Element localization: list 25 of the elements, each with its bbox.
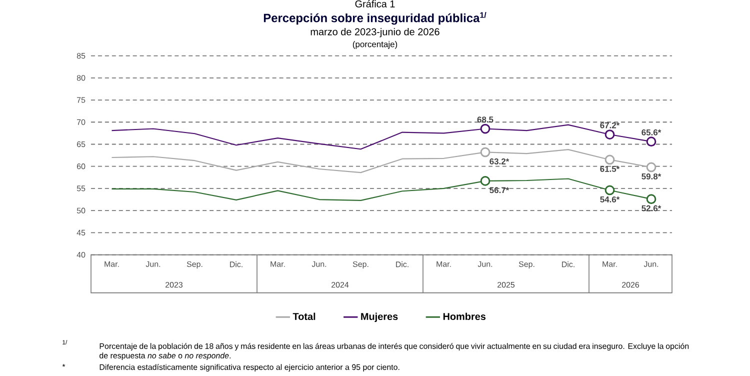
point: [604, 130, 615, 140]
text: Gráfica 1: [355, 0, 395, 8]
data-label: 56.7*: [490, 187, 510, 194]
data-label: 63.2*: [490, 158, 510, 164]
data-label: 65.6*: [642, 129, 662, 136]
point: [646, 162, 656, 172]
legend-label: Hombres: [443, 312, 486, 320]
point: [646, 194, 656, 204]
data-label: 67.2*: [600, 122, 620, 128]
point: [480, 176, 490, 186]
chart-title: Percepción sobre inseguridad pública$^{1/}$: [264, 12, 486, 25]
data-label: 54.6*: [600, 196, 620, 203]
point: [480, 147, 490, 158]
point: [604, 154, 615, 165]
data-label: 61.5*: [600, 166, 620, 172]
data-label: 52.6*: [642, 205, 662, 212]
data-label: 68.5: [477, 116, 494, 123]
point: [480, 124, 490, 134]
point: [646, 136, 656, 147]
point: [604, 185, 615, 196]
legend-label: Total: [292, 312, 316, 320]
legend-label: Mujeres: [361, 312, 398, 322]
text: (porcentaje): [352, 41, 398, 49]
chart-subtitle: marzo de 2023-junio de 2026: [310, 28, 440, 38]
data-label: 59.8*: [642, 174, 662, 180]
